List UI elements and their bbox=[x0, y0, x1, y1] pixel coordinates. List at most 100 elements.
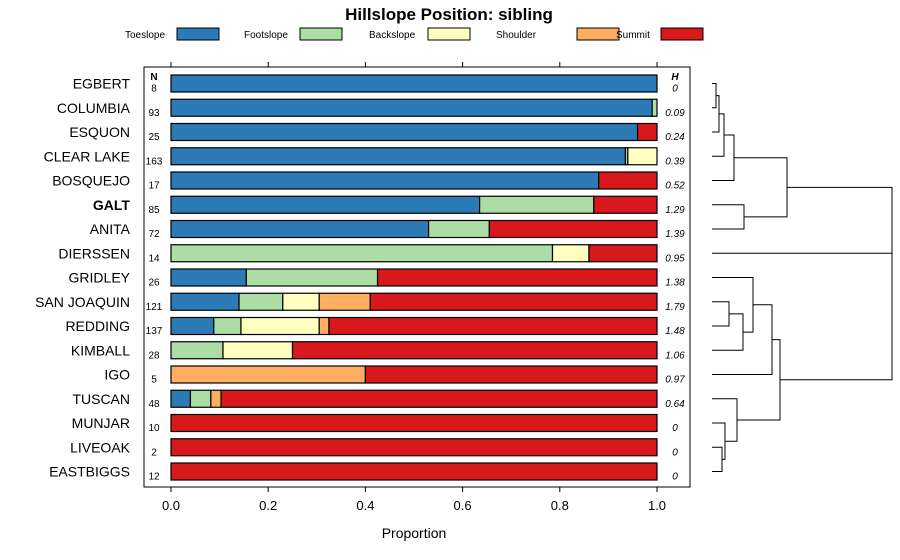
dendrogram bbox=[712, 83, 893, 472]
n-value-egbert: 8 bbox=[151, 84, 157, 95]
n-value-gridley: 26 bbox=[148, 278, 160, 289]
dendrogram-branch bbox=[712, 304, 773, 375]
row-label-egbert: EGBERT bbox=[73, 76, 131, 92]
n-value-liveoak: 2 bbox=[151, 447, 157, 458]
x-axis-label: Proportion bbox=[382, 525, 447, 541]
n-value-columbia: 93 bbox=[148, 108, 160, 119]
bar-galt-footslope bbox=[479, 195, 595, 214]
bar-egbert-toeslope bbox=[170, 74, 658, 93]
bar-tuscan-footslope bbox=[189, 389, 212, 408]
x-tick-label: 0.6 bbox=[454, 498, 472, 513]
bar-kimball-summit bbox=[291, 341, 658, 360]
h-header: H bbox=[671, 72, 679, 83]
row-label-columbia: COLUMBIA bbox=[57, 100, 131, 116]
dendrogram-branch bbox=[712, 134, 735, 181]
n-value-galt: 85 bbox=[148, 205, 160, 216]
dendrogram-branch bbox=[712, 422, 726, 460]
chart-title: Hillslope Position: sibling bbox=[345, 5, 553, 24]
bar-igo-summit bbox=[364, 365, 658, 384]
dendrogram-branch bbox=[712, 301, 730, 327]
row-label-redding: REDDING bbox=[65, 318, 130, 334]
x-tick-label: 0.8 bbox=[551, 498, 569, 513]
legend-swatch-footslope bbox=[299, 27, 343, 41]
bar-san-joaquin-shoulder bbox=[318, 292, 371, 311]
h-value-san-joaquin: 1.79 bbox=[665, 302, 685, 313]
dendrogram-branch bbox=[712, 113, 725, 157]
h-value-columbia: 0.09 bbox=[665, 108, 685, 119]
x-axis: 0.0 0.2 0.4 0.6 0.8 1.0 bbox=[162, 62, 666, 513]
plot-panel bbox=[143, 66, 691, 488]
h-value-dierssen: 0.95 bbox=[665, 253, 685, 264]
n-value-esquon: 25 bbox=[148, 132, 160, 143]
bar-columbia-toeslope bbox=[170, 98, 653, 117]
n-value-igo: 5 bbox=[151, 375, 157, 386]
bar-bosquejo-summit bbox=[598, 171, 658, 190]
bar-galt-summit bbox=[593, 195, 658, 214]
h-value-kimball: 1.06 bbox=[665, 350, 685, 361]
row-label-liveoak: LIVEOAK bbox=[70, 439, 131, 455]
row-label-tuscan: TUSCAN bbox=[72, 391, 130, 407]
x-tick-label: 0.0 bbox=[162, 498, 180, 513]
bar-redding-footslope bbox=[213, 316, 242, 336]
bar-redding-shoulder bbox=[318, 316, 330, 336]
bar-tuscan-shoulder bbox=[210, 389, 222, 408]
dendrogram-branch bbox=[712, 277, 754, 333]
h-value-egbert: 0 bbox=[672, 84, 678, 95]
bar-clear-lake-toeslope bbox=[170, 147, 627, 166]
bar-dierssen-backslope bbox=[551, 244, 590, 263]
row-label-clear-lake: CLEAR LAKE bbox=[44, 148, 130, 164]
row-label-gridley: GRIDLEY bbox=[69, 270, 131, 286]
bar-galt-toeslope bbox=[170, 195, 481, 214]
bar-redding-summit bbox=[328, 316, 658, 336]
h-value-gridley: 1.38 bbox=[665, 278, 685, 289]
row-label-dierssen: DIERSSEN bbox=[58, 245, 130, 261]
bar-gridley-footslope bbox=[245, 268, 379, 287]
bar-esquon-toeslope bbox=[170, 122, 639, 142]
bar-eastbiggs-summit bbox=[170, 462, 658, 481]
n-header: N bbox=[150, 72, 157, 83]
h-value-esquon: 0.24 bbox=[665, 132, 685, 143]
bar-tuscan-summit bbox=[220, 389, 658, 408]
n-value-munjar: 10 bbox=[148, 423, 160, 434]
row-label-esquon: ESQUON bbox=[69, 124, 130, 140]
h-value-munjar: 0 bbox=[672, 423, 678, 434]
row-label-bosquejo: BOSQUEJO bbox=[52, 173, 130, 189]
h-value-liveoak: 0 bbox=[672, 447, 678, 458]
n-column: N8 93 25 163 17 85 72 14 26 121 137 28 5 48 10 2 12 bbox=[146, 72, 163, 483]
h-value-tuscan: 0.64 bbox=[665, 399, 685, 410]
legend-label-toeslope: Toeslope bbox=[125, 30, 165, 41]
dendrogram-branch bbox=[712, 446, 723, 472]
bar-anita-summit bbox=[488, 219, 658, 239]
dendrogram-branch bbox=[712, 83, 717, 109]
dendrogram-branch bbox=[712, 204, 745, 230]
dendrogram-branch bbox=[712, 313, 744, 351]
row-label-munjar: MUNJAR bbox=[72, 415, 130, 431]
bar-columbia-footslope bbox=[651, 98, 658, 117]
h-value-clear-lake: 0.39 bbox=[665, 156, 685, 167]
bar-gridley-toeslope bbox=[170, 268, 247, 287]
legend-label-summit: Summit bbox=[616, 30, 650, 41]
dendrogram-branch bbox=[734, 157, 788, 218]
bar-dierssen-summit bbox=[588, 244, 658, 263]
n-value-bosquejo: 17 bbox=[148, 181, 160, 192]
bar-kimball-footslope bbox=[170, 341, 224, 360]
bar-san-joaquin-backslope bbox=[282, 292, 320, 311]
bar-clear-lake-backslope bbox=[627, 147, 658, 166]
x-tick-label: 0.4 bbox=[356, 498, 374, 513]
dendrogram-branch bbox=[737, 339, 781, 421]
legend-label-shoulder: Shoulder bbox=[496, 30, 537, 41]
row-label-eastbiggs: EASTBIGGS bbox=[49, 464, 130, 480]
n-value-dierssen: 14 bbox=[148, 253, 160, 264]
h-value-eastbiggs: 0 bbox=[672, 472, 678, 483]
bar-gridley-summit bbox=[376, 268, 658, 287]
legend-swatch-summit bbox=[660, 27, 704, 41]
legend-swatch-shoulder bbox=[576, 27, 620, 41]
n-value-kimball: 28 bbox=[148, 350, 160, 361]
n-value-clear-lake: 163 bbox=[146, 156, 163, 167]
bar-anita-footslope bbox=[427, 219, 490, 239]
bar-bosquejo-toeslope bbox=[170, 171, 600, 190]
h-value-igo: 0.97 bbox=[665, 375, 685, 386]
bar-munjar-summit bbox=[170, 413, 658, 433]
x-tick-label: 0.2 bbox=[259, 498, 277, 513]
